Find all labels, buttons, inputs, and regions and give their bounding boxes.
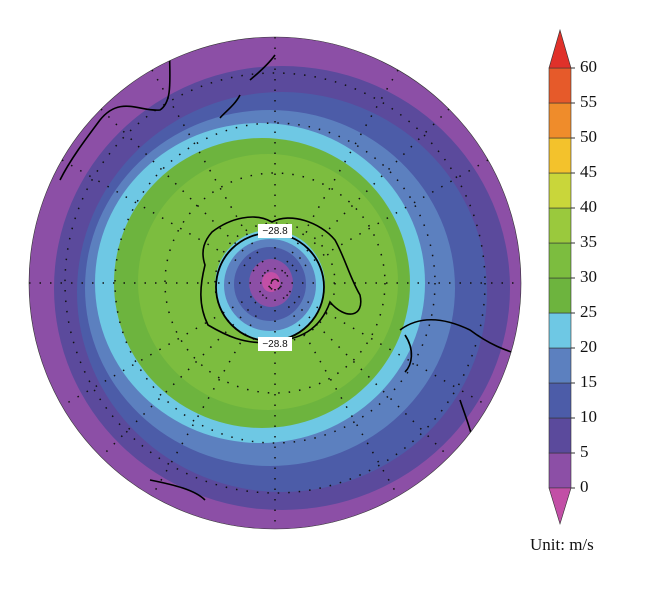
- colorbar-tick-label: 30: [580, 267, 597, 286]
- contour-label: −28.8: [262, 226, 288, 237]
- colorbar-tick-label: 35: [580, 232, 597, 251]
- colorbar-segment: [548, 347, 572, 384]
- colorbar-tick-label: 5: [580, 442, 589, 461]
- colorbar-tick-label: 20: [580, 337, 597, 356]
- colorbar-tick-label: 40: [580, 197, 597, 216]
- colorbar-tick-label: 15: [580, 372, 597, 391]
- contour-label: −28.8: [262, 339, 288, 350]
- colorbar-tick-label: 55: [580, 92, 597, 111]
- unit-label: Unit: m/s: [530, 535, 594, 554]
- colorbar-segment: [548, 67, 572, 104]
- colorbar-segment: [548, 382, 572, 419]
- colorbar-tick-label: 0: [580, 477, 589, 496]
- contour-label-box: [258, 337, 292, 351]
- colorbar-under: [548, 487, 572, 526]
- colorbar-segment: [548, 242, 572, 279]
- colorbar: 0 5 10 15 20 25 30 35 40 45 50 55 60: [548, 28, 597, 526]
- colorbar-over: [548, 28, 572, 69]
- colorbar-tick-label: 25: [580, 302, 597, 321]
- colorbar-tick-label: 50: [580, 127, 597, 146]
- colorbar-segment: [548, 277, 572, 314]
- colorbar-segment: [548, 102, 572, 139]
- colorbar-segment: [548, 417, 572, 454]
- colorbar-segment: [548, 452, 572, 489]
- colorbar-segment: [548, 207, 572, 244]
- contour-label-box: [258, 224, 292, 238]
- colorbar-tick-label: 60: [580, 57, 597, 76]
- colorbar-tick-label: 45: [580, 162, 597, 181]
- colorbar-tick-label: 10: [580, 407, 597, 426]
- graticule: [29, 37, 521, 529]
- colorbar-segment: [548, 137, 572, 174]
- wind-core: [262, 272, 280, 292]
- colorbar-segment: [548, 172, 572, 209]
- colorbar-segment: [548, 312, 572, 349]
- map-border: [28, 36, 522, 530]
